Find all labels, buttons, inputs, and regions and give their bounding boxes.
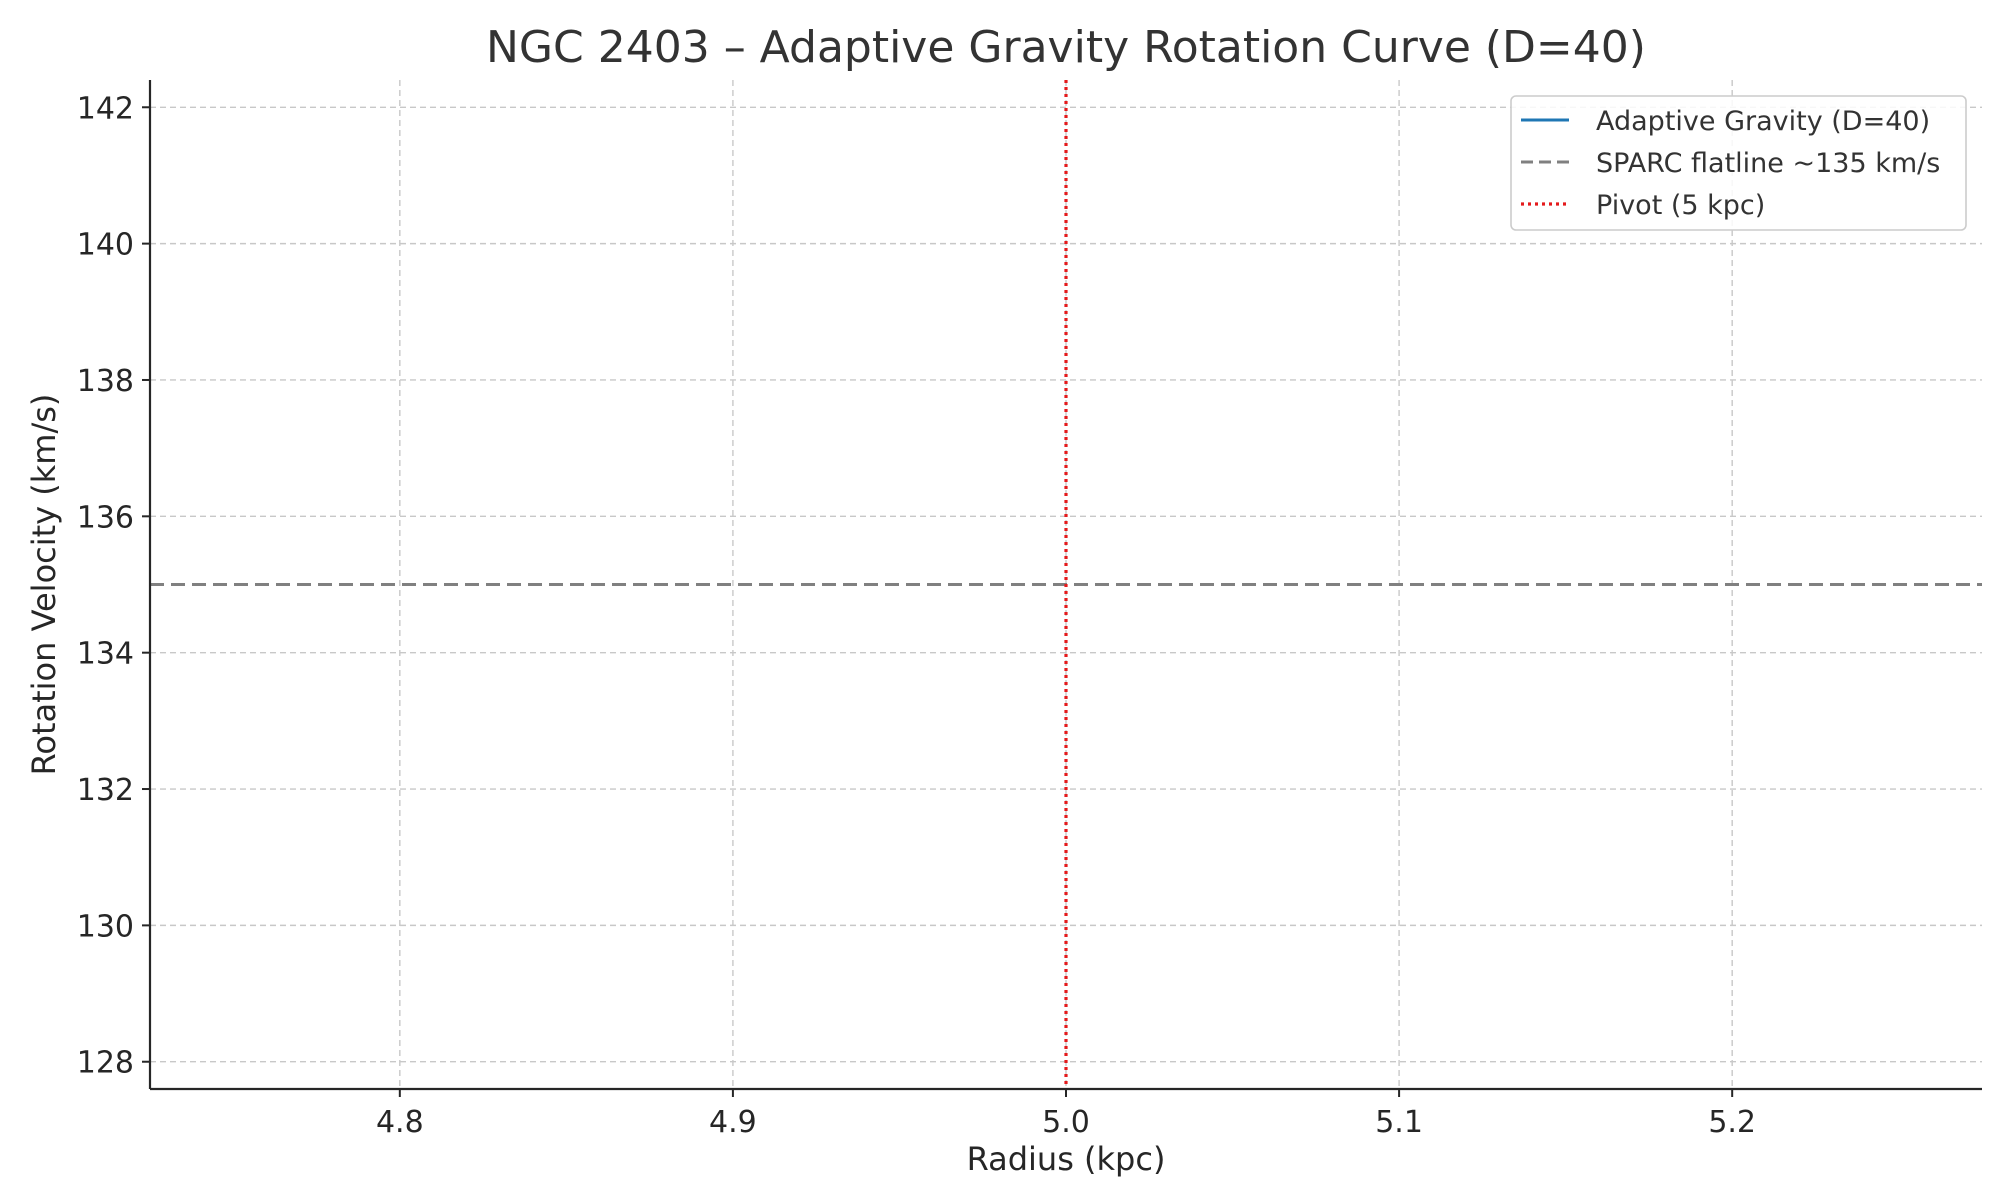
legend-label: Adaptive Gravity (D=40) (1596, 106, 1930, 137)
x-tick-label: 4.8 (376, 1105, 424, 1140)
y-tick-label: 138 (77, 364, 134, 399)
y-tick-label: 142 (77, 91, 134, 126)
legend: Adaptive Gravity (D=40) SPARC flatline ~1… (1510, 95, 1967, 231)
y-axis-label: Rotation Velocity (km/s) (25, 394, 63, 776)
chart-title: NGC 2403 – Adaptive Gravity Rotation Cur… (486, 22, 1646, 73)
y-tick-label: 140 (77, 228, 134, 263)
y-tick-label: 136 (77, 500, 134, 535)
tick-labels: 4.8 4.9 5.0 5.1 5.2 128 130 132 134 136 138 140 142 (77, 91, 1756, 1140)
legend-label: SPARC flatline ~135 km/s (1596, 148, 1940, 179)
legend-label: Pivot (5 kpc) (1596, 190, 1765, 221)
y-tick-label: 132 (77, 773, 134, 808)
x-tick-label: 4.9 (709, 1105, 757, 1140)
legend-box (1510, 95, 1967, 231)
y-tick-label: 134 (77, 637, 134, 672)
y-tick-label: 128 (77, 1046, 134, 1081)
plot-series (150, 80, 1982, 1089)
x-tick-label: 5.2 (1708, 1105, 1756, 1140)
x-axis-label: Radius (kpc) (967, 1140, 1166, 1178)
x-tick-label: 5.0 (1042, 1105, 1090, 1140)
x-tick-label: 5.1 (1375, 1105, 1423, 1140)
y-tick-label: 130 (77, 909, 134, 944)
